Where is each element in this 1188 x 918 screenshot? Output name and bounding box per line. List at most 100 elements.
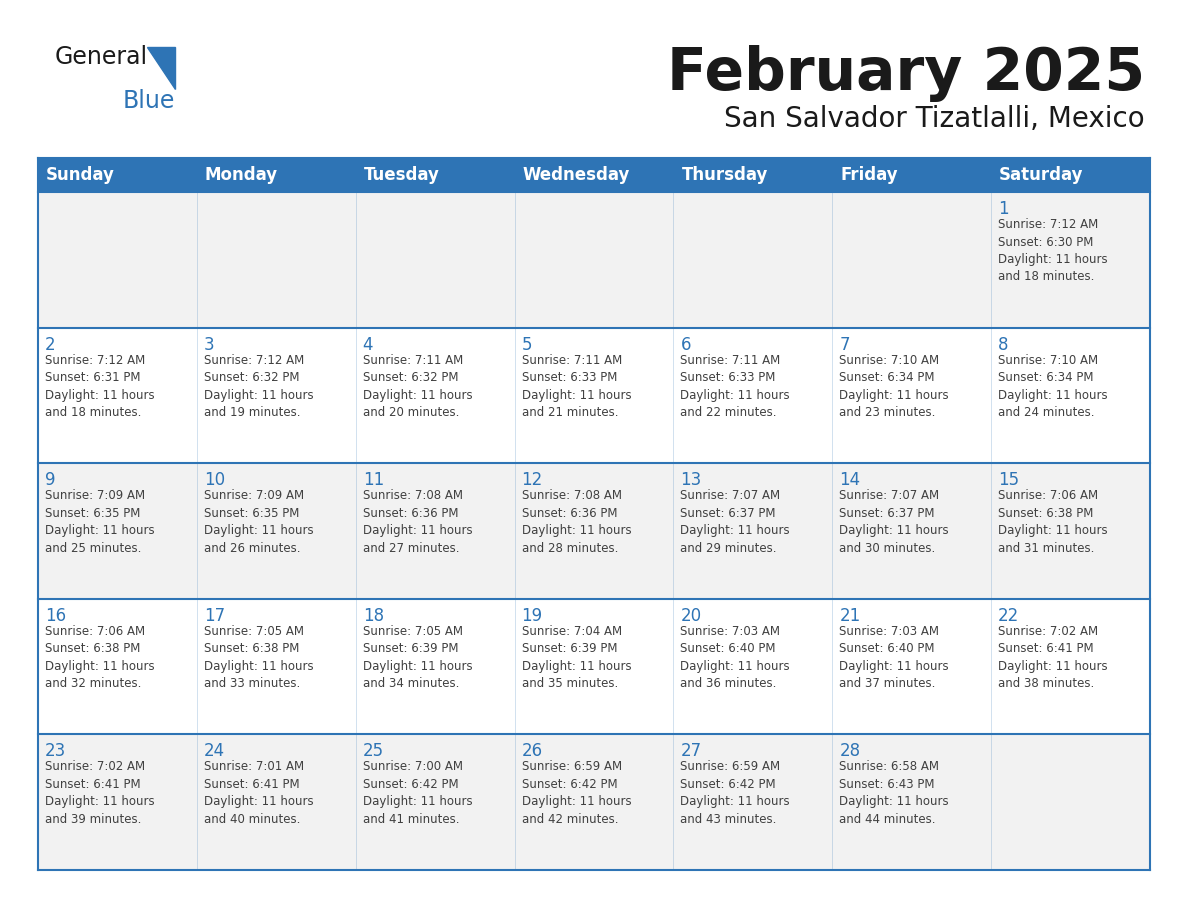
Text: Sunrise: 7:12 AM
Sunset: 6:31 PM
Daylight: 11 hours
and 18 minutes.: Sunrise: 7:12 AM Sunset: 6:31 PM Dayligh… xyxy=(45,353,154,420)
Bar xyxy=(833,158,991,192)
Text: 18: 18 xyxy=(362,607,384,625)
Bar xyxy=(38,192,197,328)
Text: 21: 21 xyxy=(839,607,860,625)
Text: Thursday: Thursday xyxy=(682,166,767,184)
Text: Tuesday: Tuesday xyxy=(364,166,440,184)
Bar xyxy=(833,464,991,599)
Text: 22: 22 xyxy=(998,607,1019,625)
Text: Sunrise: 6:58 AM
Sunset: 6:43 PM
Daylight: 11 hours
and 44 minutes.: Sunrise: 6:58 AM Sunset: 6:43 PM Dayligh… xyxy=(839,760,949,826)
Text: 25: 25 xyxy=(362,743,384,760)
Bar xyxy=(197,599,355,734)
Text: Sunrise: 7:08 AM
Sunset: 6:36 PM
Daylight: 11 hours
and 28 minutes.: Sunrise: 7:08 AM Sunset: 6:36 PM Dayligh… xyxy=(522,489,631,554)
Text: Sunrise: 7:06 AM
Sunset: 6:38 PM
Daylight: 11 hours
and 32 minutes.: Sunrise: 7:06 AM Sunset: 6:38 PM Dayligh… xyxy=(45,625,154,690)
Text: Sunrise: 7:00 AM
Sunset: 6:42 PM
Daylight: 11 hours
and 41 minutes.: Sunrise: 7:00 AM Sunset: 6:42 PM Dayligh… xyxy=(362,760,473,826)
Text: 15: 15 xyxy=(998,471,1019,489)
Text: Sunrise: 7:02 AM
Sunset: 6:41 PM
Daylight: 11 hours
and 38 minutes.: Sunrise: 7:02 AM Sunset: 6:41 PM Dayligh… xyxy=(998,625,1107,690)
Bar xyxy=(514,158,674,192)
Bar xyxy=(991,328,1150,464)
Bar xyxy=(991,599,1150,734)
Bar xyxy=(38,328,197,464)
Text: 28: 28 xyxy=(839,743,860,760)
Text: Sunrise: 7:10 AM
Sunset: 6:34 PM
Daylight: 11 hours
and 23 minutes.: Sunrise: 7:10 AM Sunset: 6:34 PM Dayligh… xyxy=(839,353,949,420)
Polygon shape xyxy=(147,47,175,89)
Text: 14: 14 xyxy=(839,471,860,489)
Text: Sunrise: 7:12 AM
Sunset: 6:32 PM
Daylight: 11 hours
and 19 minutes.: Sunrise: 7:12 AM Sunset: 6:32 PM Dayligh… xyxy=(204,353,314,420)
Text: Sunrise: 7:04 AM
Sunset: 6:39 PM
Daylight: 11 hours
and 35 minutes.: Sunrise: 7:04 AM Sunset: 6:39 PM Dayligh… xyxy=(522,625,631,690)
Text: 8: 8 xyxy=(998,336,1009,353)
Text: San Salvador Tizatlalli, Mexico: San Salvador Tizatlalli, Mexico xyxy=(725,105,1145,133)
Text: Sunrise: 6:59 AM
Sunset: 6:42 PM
Daylight: 11 hours
and 43 minutes.: Sunrise: 6:59 AM Sunset: 6:42 PM Dayligh… xyxy=(681,760,790,826)
Text: Sunrise: 7:05 AM
Sunset: 6:38 PM
Daylight: 11 hours
and 33 minutes.: Sunrise: 7:05 AM Sunset: 6:38 PM Dayligh… xyxy=(204,625,314,690)
Bar xyxy=(38,464,197,599)
Text: 20: 20 xyxy=(681,607,702,625)
Text: 19: 19 xyxy=(522,607,543,625)
Text: Friday: Friday xyxy=(840,166,898,184)
Bar xyxy=(197,192,355,328)
Text: Sunrise: 7:11 AM
Sunset: 6:32 PM
Daylight: 11 hours
and 20 minutes.: Sunrise: 7:11 AM Sunset: 6:32 PM Dayligh… xyxy=(362,353,473,420)
Bar xyxy=(514,734,674,870)
Text: General: General xyxy=(55,45,148,69)
Bar xyxy=(38,734,197,870)
Bar xyxy=(674,158,833,192)
Bar xyxy=(674,192,833,328)
Text: 23: 23 xyxy=(45,743,67,760)
Text: Sunrise: 7:10 AM
Sunset: 6:34 PM
Daylight: 11 hours
and 24 minutes.: Sunrise: 7:10 AM Sunset: 6:34 PM Dayligh… xyxy=(998,353,1107,420)
Text: Sunrise: 7:03 AM
Sunset: 6:40 PM
Daylight: 11 hours
and 36 minutes.: Sunrise: 7:03 AM Sunset: 6:40 PM Dayligh… xyxy=(681,625,790,690)
Bar xyxy=(833,599,991,734)
Text: Sunrise: 7:01 AM
Sunset: 6:41 PM
Daylight: 11 hours
and 40 minutes.: Sunrise: 7:01 AM Sunset: 6:41 PM Dayligh… xyxy=(204,760,314,826)
Text: Sunrise: 7:02 AM
Sunset: 6:41 PM
Daylight: 11 hours
and 39 minutes.: Sunrise: 7:02 AM Sunset: 6:41 PM Dayligh… xyxy=(45,760,154,826)
Text: 1: 1 xyxy=(998,200,1009,218)
Text: 27: 27 xyxy=(681,743,702,760)
Text: Sunrise: 7:08 AM
Sunset: 6:36 PM
Daylight: 11 hours
and 27 minutes.: Sunrise: 7:08 AM Sunset: 6:36 PM Dayligh… xyxy=(362,489,473,554)
Bar xyxy=(197,464,355,599)
Text: 17: 17 xyxy=(204,607,225,625)
Bar xyxy=(514,599,674,734)
Text: Saturday: Saturday xyxy=(999,166,1083,184)
Text: Sunrise: 7:11 AM
Sunset: 6:33 PM
Daylight: 11 hours
and 21 minutes.: Sunrise: 7:11 AM Sunset: 6:33 PM Dayligh… xyxy=(522,353,631,420)
Text: Sunrise: 7:11 AM
Sunset: 6:33 PM
Daylight: 11 hours
and 22 minutes.: Sunrise: 7:11 AM Sunset: 6:33 PM Dayligh… xyxy=(681,353,790,420)
Text: 2: 2 xyxy=(45,336,56,353)
Bar xyxy=(38,599,197,734)
Bar xyxy=(355,158,514,192)
Bar xyxy=(833,734,991,870)
Text: 3: 3 xyxy=(204,336,215,353)
Bar xyxy=(197,328,355,464)
Text: 6: 6 xyxy=(681,336,691,353)
Text: Sunrise: 7:07 AM
Sunset: 6:37 PM
Daylight: 11 hours
and 29 minutes.: Sunrise: 7:07 AM Sunset: 6:37 PM Dayligh… xyxy=(681,489,790,554)
Bar xyxy=(674,328,833,464)
Bar xyxy=(355,192,514,328)
Bar xyxy=(355,328,514,464)
Bar xyxy=(38,158,197,192)
Bar xyxy=(514,192,674,328)
Text: 13: 13 xyxy=(681,471,702,489)
Bar xyxy=(514,328,674,464)
Bar xyxy=(991,192,1150,328)
Bar xyxy=(991,464,1150,599)
Bar xyxy=(197,158,355,192)
Text: 16: 16 xyxy=(45,607,67,625)
Text: Sunrise: 6:59 AM
Sunset: 6:42 PM
Daylight: 11 hours
and 42 minutes.: Sunrise: 6:59 AM Sunset: 6:42 PM Dayligh… xyxy=(522,760,631,826)
Bar xyxy=(197,734,355,870)
Text: Sunrise: 7:09 AM
Sunset: 6:35 PM
Daylight: 11 hours
and 25 minutes.: Sunrise: 7:09 AM Sunset: 6:35 PM Dayligh… xyxy=(45,489,154,554)
Bar xyxy=(674,599,833,734)
Bar xyxy=(355,464,514,599)
Text: 4: 4 xyxy=(362,336,373,353)
Text: Sunrise: 7:12 AM
Sunset: 6:30 PM
Daylight: 11 hours
and 18 minutes.: Sunrise: 7:12 AM Sunset: 6:30 PM Dayligh… xyxy=(998,218,1107,284)
Bar xyxy=(355,599,514,734)
Text: 7: 7 xyxy=(839,336,849,353)
Bar xyxy=(991,734,1150,870)
Text: 5: 5 xyxy=(522,336,532,353)
Bar xyxy=(355,734,514,870)
Text: Sunrise: 7:05 AM
Sunset: 6:39 PM
Daylight: 11 hours
and 34 minutes.: Sunrise: 7:05 AM Sunset: 6:39 PM Dayligh… xyxy=(362,625,473,690)
Text: Blue: Blue xyxy=(124,89,176,113)
Text: 11: 11 xyxy=(362,471,384,489)
Text: 24: 24 xyxy=(204,743,225,760)
Text: 10: 10 xyxy=(204,471,225,489)
Text: Sunrise: 7:06 AM
Sunset: 6:38 PM
Daylight: 11 hours
and 31 minutes.: Sunrise: 7:06 AM Sunset: 6:38 PM Dayligh… xyxy=(998,489,1107,554)
Text: 9: 9 xyxy=(45,471,56,489)
Text: 26: 26 xyxy=(522,743,543,760)
Bar xyxy=(833,192,991,328)
Bar xyxy=(674,464,833,599)
Bar xyxy=(991,158,1150,192)
Bar xyxy=(674,734,833,870)
